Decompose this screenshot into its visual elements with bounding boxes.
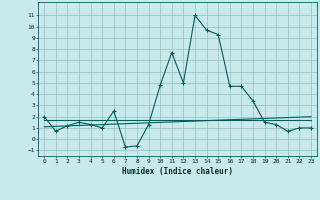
X-axis label: Humidex (Indice chaleur): Humidex (Indice chaleur) <box>122 167 233 176</box>
